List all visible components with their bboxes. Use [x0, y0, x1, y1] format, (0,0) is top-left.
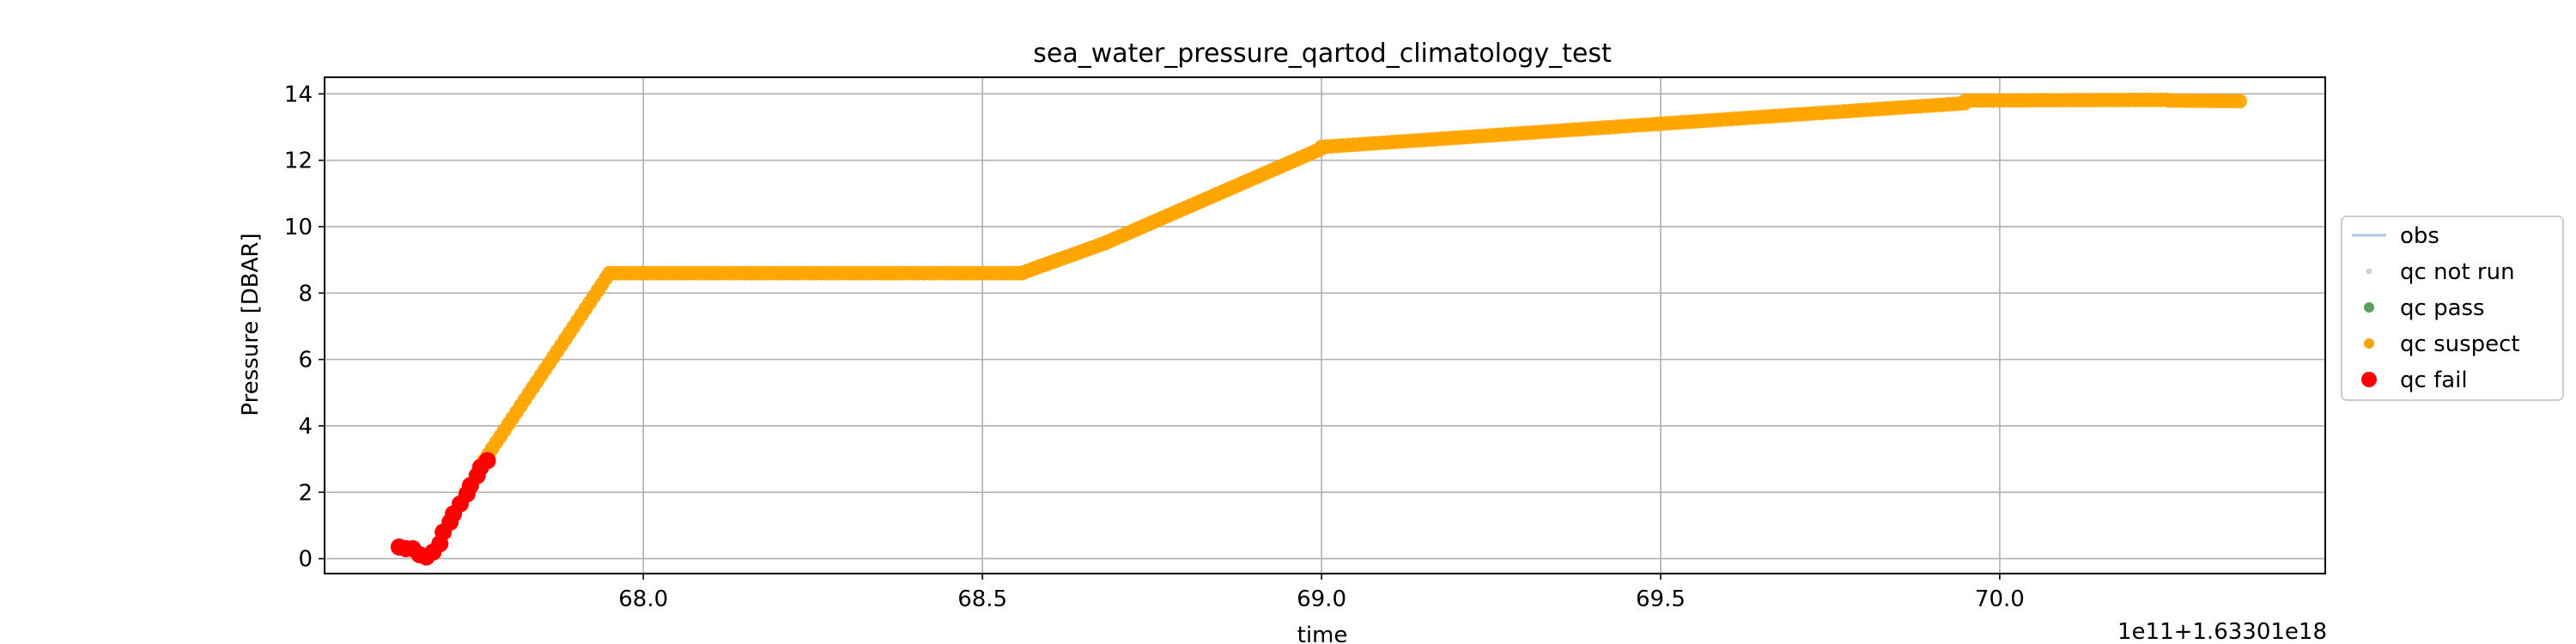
x-tick-label: 68.5	[957, 586, 1007, 612]
grid	[325, 77, 2325, 574]
ticks: 68.0 68.5 69.0 69.5 70.0 0 2 4 6 8 10 12 14	[284, 82, 2025, 612]
legend-label-obs: obs	[2400, 223, 2439, 249]
x-tick-label: 68.0	[618, 586, 668, 612]
legend-label-qc-fail: qc fail	[2400, 368, 2468, 393]
qc-fail-point	[478, 452, 496, 470]
y-axis-label: Pressure [DBAR]	[238, 233, 264, 416]
legend-box	[2341, 216, 2564, 401]
y-tick-label: 14	[284, 82, 313, 107]
y-tick-label: 6	[298, 348, 313, 374]
plot-area	[390, 92, 2247, 566]
x-axis-label: time	[1297, 623, 1348, 644]
axes-frame	[324, 76, 2326, 574]
x-tick-label: 69.5	[1636, 586, 1686, 612]
legend-label-qc-pass: qc pass	[2400, 295, 2485, 321]
legend-swatch-qc-not-run	[2366, 268, 2372, 275]
y-tick-label: 2	[298, 480, 313, 506]
y-tick-label: 12	[284, 149, 313, 174]
x-tick-label: 69.0	[1297, 586, 1346, 612]
legend-label-qc-not-run: qc not run	[2400, 259, 2515, 285]
legend-swatch-qc-fail	[2361, 372, 2377, 387]
y-tick-label: 10	[284, 215, 313, 240]
legend-label-qc-suspect: qc suspect	[2400, 331, 2520, 357]
legend-swatch-qc-pass	[2364, 302, 2374, 313]
y-tick-label: 8	[298, 281, 313, 307]
chart-title: sea_water_pressure_qartod_climatology_te…	[1033, 39, 1612, 69]
qc-suspect-point	[2232, 94, 2247, 109]
legend: obs qc not run qc pass qc suspect qc fail	[2341, 216, 2564, 401]
x-axis-offset-text: 1e11+1.63301e18	[2117, 619, 2327, 644]
y-tick-label: 0	[298, 547, 313, 573]
x-tick-label: 70.0	[1975, 586, 2025, 612]
y-tick-label: 4	[298, 414, 313, 440]
legend-swatch-qc-suspect	[2364, 338, 2374, 349]
